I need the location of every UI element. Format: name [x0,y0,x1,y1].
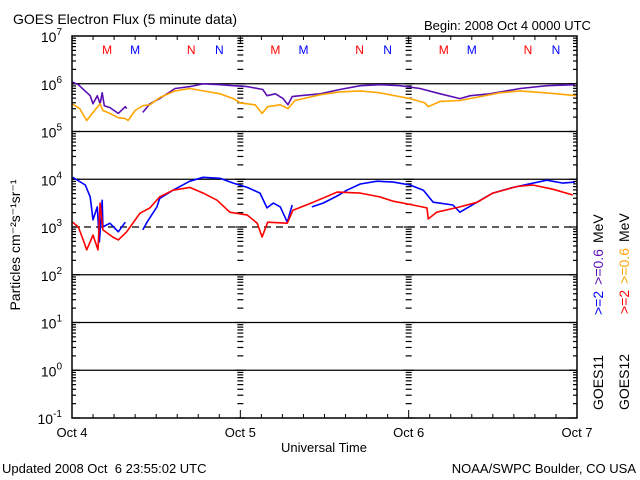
y-tick-label: 107 [41,27,63,45]
y-tick-labels: 107 106 105 104 103 102 101 100 10-1 [38,27,63,427]
satellite-marker: M [298,43,308,57]
y-tick-label: 101 [41,314,63,332]
y-tick-label: 102 [41,266,63,284]
credit-label: NOAA/SWPC Boulder, CO USA [452,461,637,476]
satellite-marker: M [130,43,140,57]
gridlines [72,83,577,371]
satellite-marker: M [467,43,477,57]
satellite-marker: N [215,43,224,57]
satellite-marker: N [187,43,196,57]
x-tick-label: Oct 5 [225,425,256,440]
y-tick-label: 105 [41,123,63,141]
y-tick-label: 104 [41,170,63,188]
x-tick-label: Oct 7 [561,425,592,440]
satellite-marker: M [439,43,449,57]
x-tick-labels: Oct 4 Oct 5 Oct 6 Oct 7 [56,425,592,440]
series-lines [71,81,578,251]
satellite-marker: M [270,43,280,57]
satellite-marker: N [355,43,364,57]
y-tick-label: 10-1 [38,409,63,427]
updated-timestamp: Updated 2008 Oct 6 23:55:02 UTC [2,461,207,476]
satellite-marker: N [552,43,561,57]
x-axis-label: Universal Time [281,440,367,455]
plot-frame [71,35,578,419]
chart-title: GOES Electron Flux (5 minute data) [13,11,237,27]
x-tick-label: Oct 6 [393,425,424,440]
satellite-marker: N [383,43,392,57]
satellite-marker: M [102,43,112,57]
legend-goes12: GOES12>=2>=0.6MeV [616,213,632,410]
satellite-marker: N [524,43,533,57]
series-line-goes11-0-6-mev [71,81,575,115]
legend-goes11: GOES11>=2>=0.6MeV [590,214,606,410]
y-tick-label: 103 [41,218,63,236]
y-axis-label: Particles cm⁻²s⁻¹sr⁻¹ [7,179,23,310]
series-line-goes12-2-mev [72,184,574,251]
begin-label: Begin: 2008 Oct 4 0000 UTC [424,18,591,33]
series-line-goes12-0-6-mev [71,87,578,122]
x-tick-label: Oct 4 [56,425,87,440]
y-tick-label: 106 [41,75,63,93]
y-tick-label: 100 [41,361,63,379]
